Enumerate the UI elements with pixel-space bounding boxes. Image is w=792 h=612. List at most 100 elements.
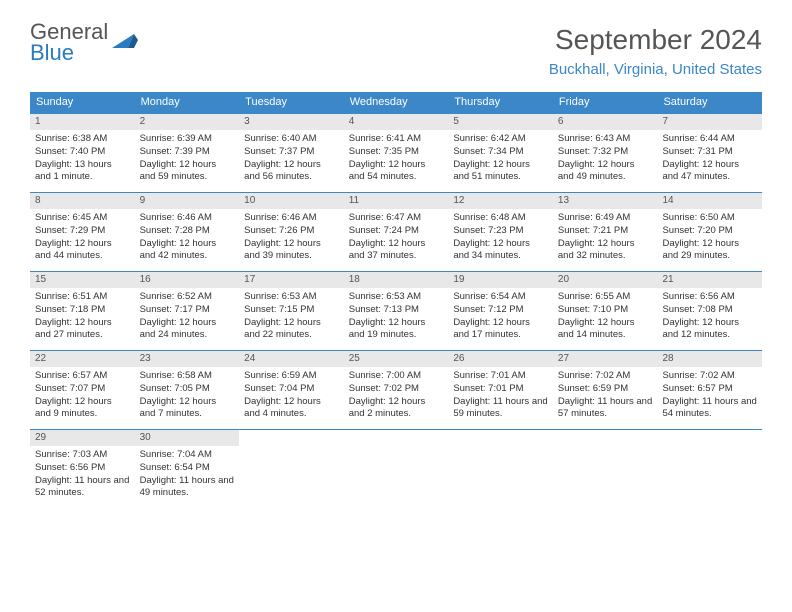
daylight-text: Daylight: 12 hours and 34 minutes. xyxy=(453,238,548,262)
day-number: 10 xyxy=(239,193,344,210)
calendar-cell: 27 Sunrise: 7:02 AMSunset: 6:59 PMDayligh… xyxy=(553,351,658,429)
calendar-week: 15Sunrise: 6:51 AMSunset: 7:18 PMDayligh… xyxy=(30,272,762,351)
sunrise-text: Sunrise: 6:53 AM xyxy=(349,291,444,303)
calendar-cell: . xyxy=(448,430,553,508)
sunrise-text: Sunrise: 6:40 AM xyxy=(244,133,339,145)
calendar-cell: 4Sunrise: 6:41 AMSunset: 7:35 PMDaylight… xyxy=(344,114,449,192)
daylight-text: Daylight: 12 hours and 44 minutes. xyxy=(35,238,130,262)
sunset-text: Sunset: 7:28 PM xyxy=(140,225,235,237)
day-number: 24 xyxy=(239,351,344,368)
calendar-cell: 8Sunrise: 6:45 AMSunset: 7:29 PMDaylight… xyxy=(30,193,135,271)
weekday-label: Saturday xyxy=(657,92,762,114)
sunrise-text: Sunrise: 6:42 AM xyxy=(453,133,548,145)
sunrise-text: Sunrise: 6:54 AM xyxy=(453,291,548,303)
sunrise-text: Sunrise: 6:46 AM xyxy=(244,212,339,224)
calendar-cell: 22Sunrise: 6:57 AMSunset: 7:07 PMDayligh… xyxy=(30,351,135,429)
sunset-text: Sunset: 7:17 PM xyxy=(140,304,235,316)
calendar-cell: . xyxy=(553,430,658,508)
daylight-text: Daylight: 12 hours and 51 minutes. xyxy=(453,159,548,183)
sunset-text: Sunset: 7:26 PM xyxy=(244,225,339,237)
sunset-text: Sunset: 7:29 PM xyxy=(35,225,130,237)
sunset-text: Sunset: 7:18 PM xyxy=(35,304,130,316)
day-number: 14 xyxy=(657,193,762,210)
sunset-text: Sunset: 6:56 PM xyxy=(35,462,130,474)
sunset-text: Sunset: 6:54 PM xyxy=(140,462,235,474)
calendar-cell: . xyxy=(657,430,762,508)
weekday-header: SundayMondayTuesdayWednesdayThursdayFrid… xyxy=(30,92,762,114)
sunset-text: Sunset: 7:07 PM xyxy=(35,383,130,395)
daylight-text: Daylight: 12 hours and 37 minutes. xyxy=(349,238,444,262)
sunrise-text: Sunrise: 7:02 AM xyxy=(558,370,653,382)
day-number: 18 xyxy=(344,272,449,289)
sunset-text: Sunset: 7:24 PM xyxy=(349,225,444,237)
calendar-cell: 29Sunrise: 7:03 AMSunset: 6:56 PMDayligh… xyxy=(30,430,135,508)
calendar-cell: 9Sunrise: 6:46 AMSunset: 7:28 PMDaylight… xyxy=(135,193,240,271)
weekday-label: Monday xyxy=(135,92,240,114)
calendar-cell: 5Sunrise: 6:42 AMSunset: 7:34 PMDaylight… xyxy=(448,114,553,192)
daylight-text: Daylight: 12 hours and 47 minutes. xyxy=(662,159,757,183)
weekday-label: Thursday xyxy=(448,92,553,114)
calendar-cell: 19Sunrise: 6:54 AMSunset: 7:12 PMDayligh… xyxy=(448,272,553,350)
calendar-cell: 23Sunrise: 6:58 AMSunset: 7:05 PMDayligh… xyxy=(135,351,240,429)
sunrise-text: Sunrise: 6:48 AM xyxy=(453,212,548,224)
calendar-cell: 18 Sunrise: 6:53 AMSunset: 7:13 PMDayligh… xyxy=(344,272,449,350)
sunrise-text: Sunrise: 6:57 AM xyxy=(35,370,130,382)
daylight-text: Daylight: 12 hours and 24 minutes. xyxy=(140,317,235,341)
sunset-text: Sunset: 7:10 PM xyxy=(558,304,653,316)
sunset-text: Sunset: 7:04 PM xyxy=(244,383,339,395)
calendar-week: 1Sunrise: 6:38 AMSunset: 7:40 PMDaylight… xyxy=(30,114,762,193)
sunset-text: Sunset: 7:08 PM xyxy=(662,304,757,316)
weekday-label: Friday xyxy=(553,92,658,114)
day-number: 25 xyxy=(344,351,449,368)
day-number: 6 xyxy=(553,114,658,131)
sunset-text: Sunset: 7:34 PM xyxy=(453,146,548,158)
sunset-text: Sunset: 7:40 PM xyxy=(35,146,130,158)
sunset-text: Sunset: 7:31 PM xyxy=(662,146,757,158)
sunrise-text: Sunrise: 6:52 AM xyxy=(140,291,235,303)
sunrise-text: Sunrise: 6:45 AM xyxy=(35,212,130,224)
calendar-cell: 26Sunrise: 7:01 AMSunset: 7:01 PMDayligh… xyxy=(448,351,553,429)
calendar-cell: 11Sunrise: 6:47 AMSunset: 7:24 PMDayligh… xyxy=(344,193,449,271)
day-number: 27 xyxy=(553,351,658,368)
sunrise-text: Sunrise: 6:56 AM xyxy=(662,291,757,303)
calendar-cell: 28Sunrise: 7:02 AMSunset: 6:57 PMDayligh… xyxy=(657,351,762,429)
sunset-text: Sunset: 7:01 PM xyxy=(453,383,548,395)
day-number: 7 xyxy=(657,114,762,131)
calendar-week: 8Sunrise: 6:45 AMSunset: 7:29 PMDaylight… xyxy=(30,193,762,272)
calendar-cell: 24Sunrise: 6:59 AMSunset: 7:04 PMDayligh… xyxy=(239,351,344,429)
day-number: 30 xyxy=(135,430,240,447)
sunrise-text: Sunrise: 6:38 AM xyxy=(35,133,130,145)
daylight-text: Daylight: 12 hours and 19 minutes. xyxy=(349,317,444,341)
daylight-text: Daylight: 11 hours and 57 minutes. xyxy=(558,396,653,420)
title-block: September 2024 Buckhall, Virginia, Unite… xyxy=(549,22,762,80)
month-title: September 2024 xyxy=(549,22,762,57)
sunrise-text: Sunrise: 7:01 AM xyxy=(453,370,548,382)
calendar-cell: 6Sunrise: 6:43 AMSunset: 7:32 PMDaylight… xyxy=(553,114,658,192)
day-number: 29 xyxy=(30,430,135,447)
sunset-text: Sunset: 7:05 PM xyxy=(140,383,235,395)
calendar-cell: 3Sunrise: 6:40 AMSunset: 7:37 PMDaylight… xyxy=(239,114,344,192)
sunrise-text: Sunrise: 6:55 AM xyxy=(558,291,653,303)
daylight-text: Daylight: 12 hours and 17 minutes. xyxy=(453,317,548,341)
daylight-text: Daylight: 11 hours and 59 minutes. xyxy=(453,396,548,420)
day-number: 13 xyxy=(553,193,658,210)
sunset-text: Sunset: 7:37 PM xyxy=(244,146,339,158)
sunrise-text: Sunrise: 6:44 AM xyxy=(662,133,757,145)
sunset-text: Sunset: 7:02 PM xyxy=(349,383,444,395)
sunrise-text: Sunrise: 6:58 AM xyxy=(140,370,235,382)
sunrise-text: Sunrise: 6:51 AM xyxy=(35,291,130,303)
day-number: 23 xyxy=(135,351,240,368)
day-number: 21 xyxy=(657,272,762,289)
sunset-text: Sunset: 7:13 PM xyxy=(349,304,444,316)
calendar-cell: 15Sunrise: 6:51 AMSunset: 7:18 PMDayligh… xyxy=(30,272,135,350)
calendar-cell: 7 Sunrise: 6:44 AMSunset: 7:31 PMDaylight… xyxy=(657,114,762,192)
calendar-week: 22Sunrise: 6:57 AMSunset: 7:07 PMDayligh… xyxy=(30,351,762,430)
sunset-text: Sunset: 6:59 PM xyxy=(558,383,653,395)
calendar-cell: 20Sunrise: 6:55 AMSunset: 7:10 PMDayligh… xyxy=(553,272,658,350)
day-number: 19 xyxy=(448,272,553,289)
logo-word-blue: Blue xyxy=(30,40,74,65)
sunrise-text: Sunrise: 6:46 AM xyxy=(140,212,235,224)
daylight-text: Daylight: 13 hours and 1 minute. xyxy=(35,159,130,183)
weekday-label: Sunday xyxy=(30,92,135,114)
day-number: 2 xyxy=(135,114,240,131)
